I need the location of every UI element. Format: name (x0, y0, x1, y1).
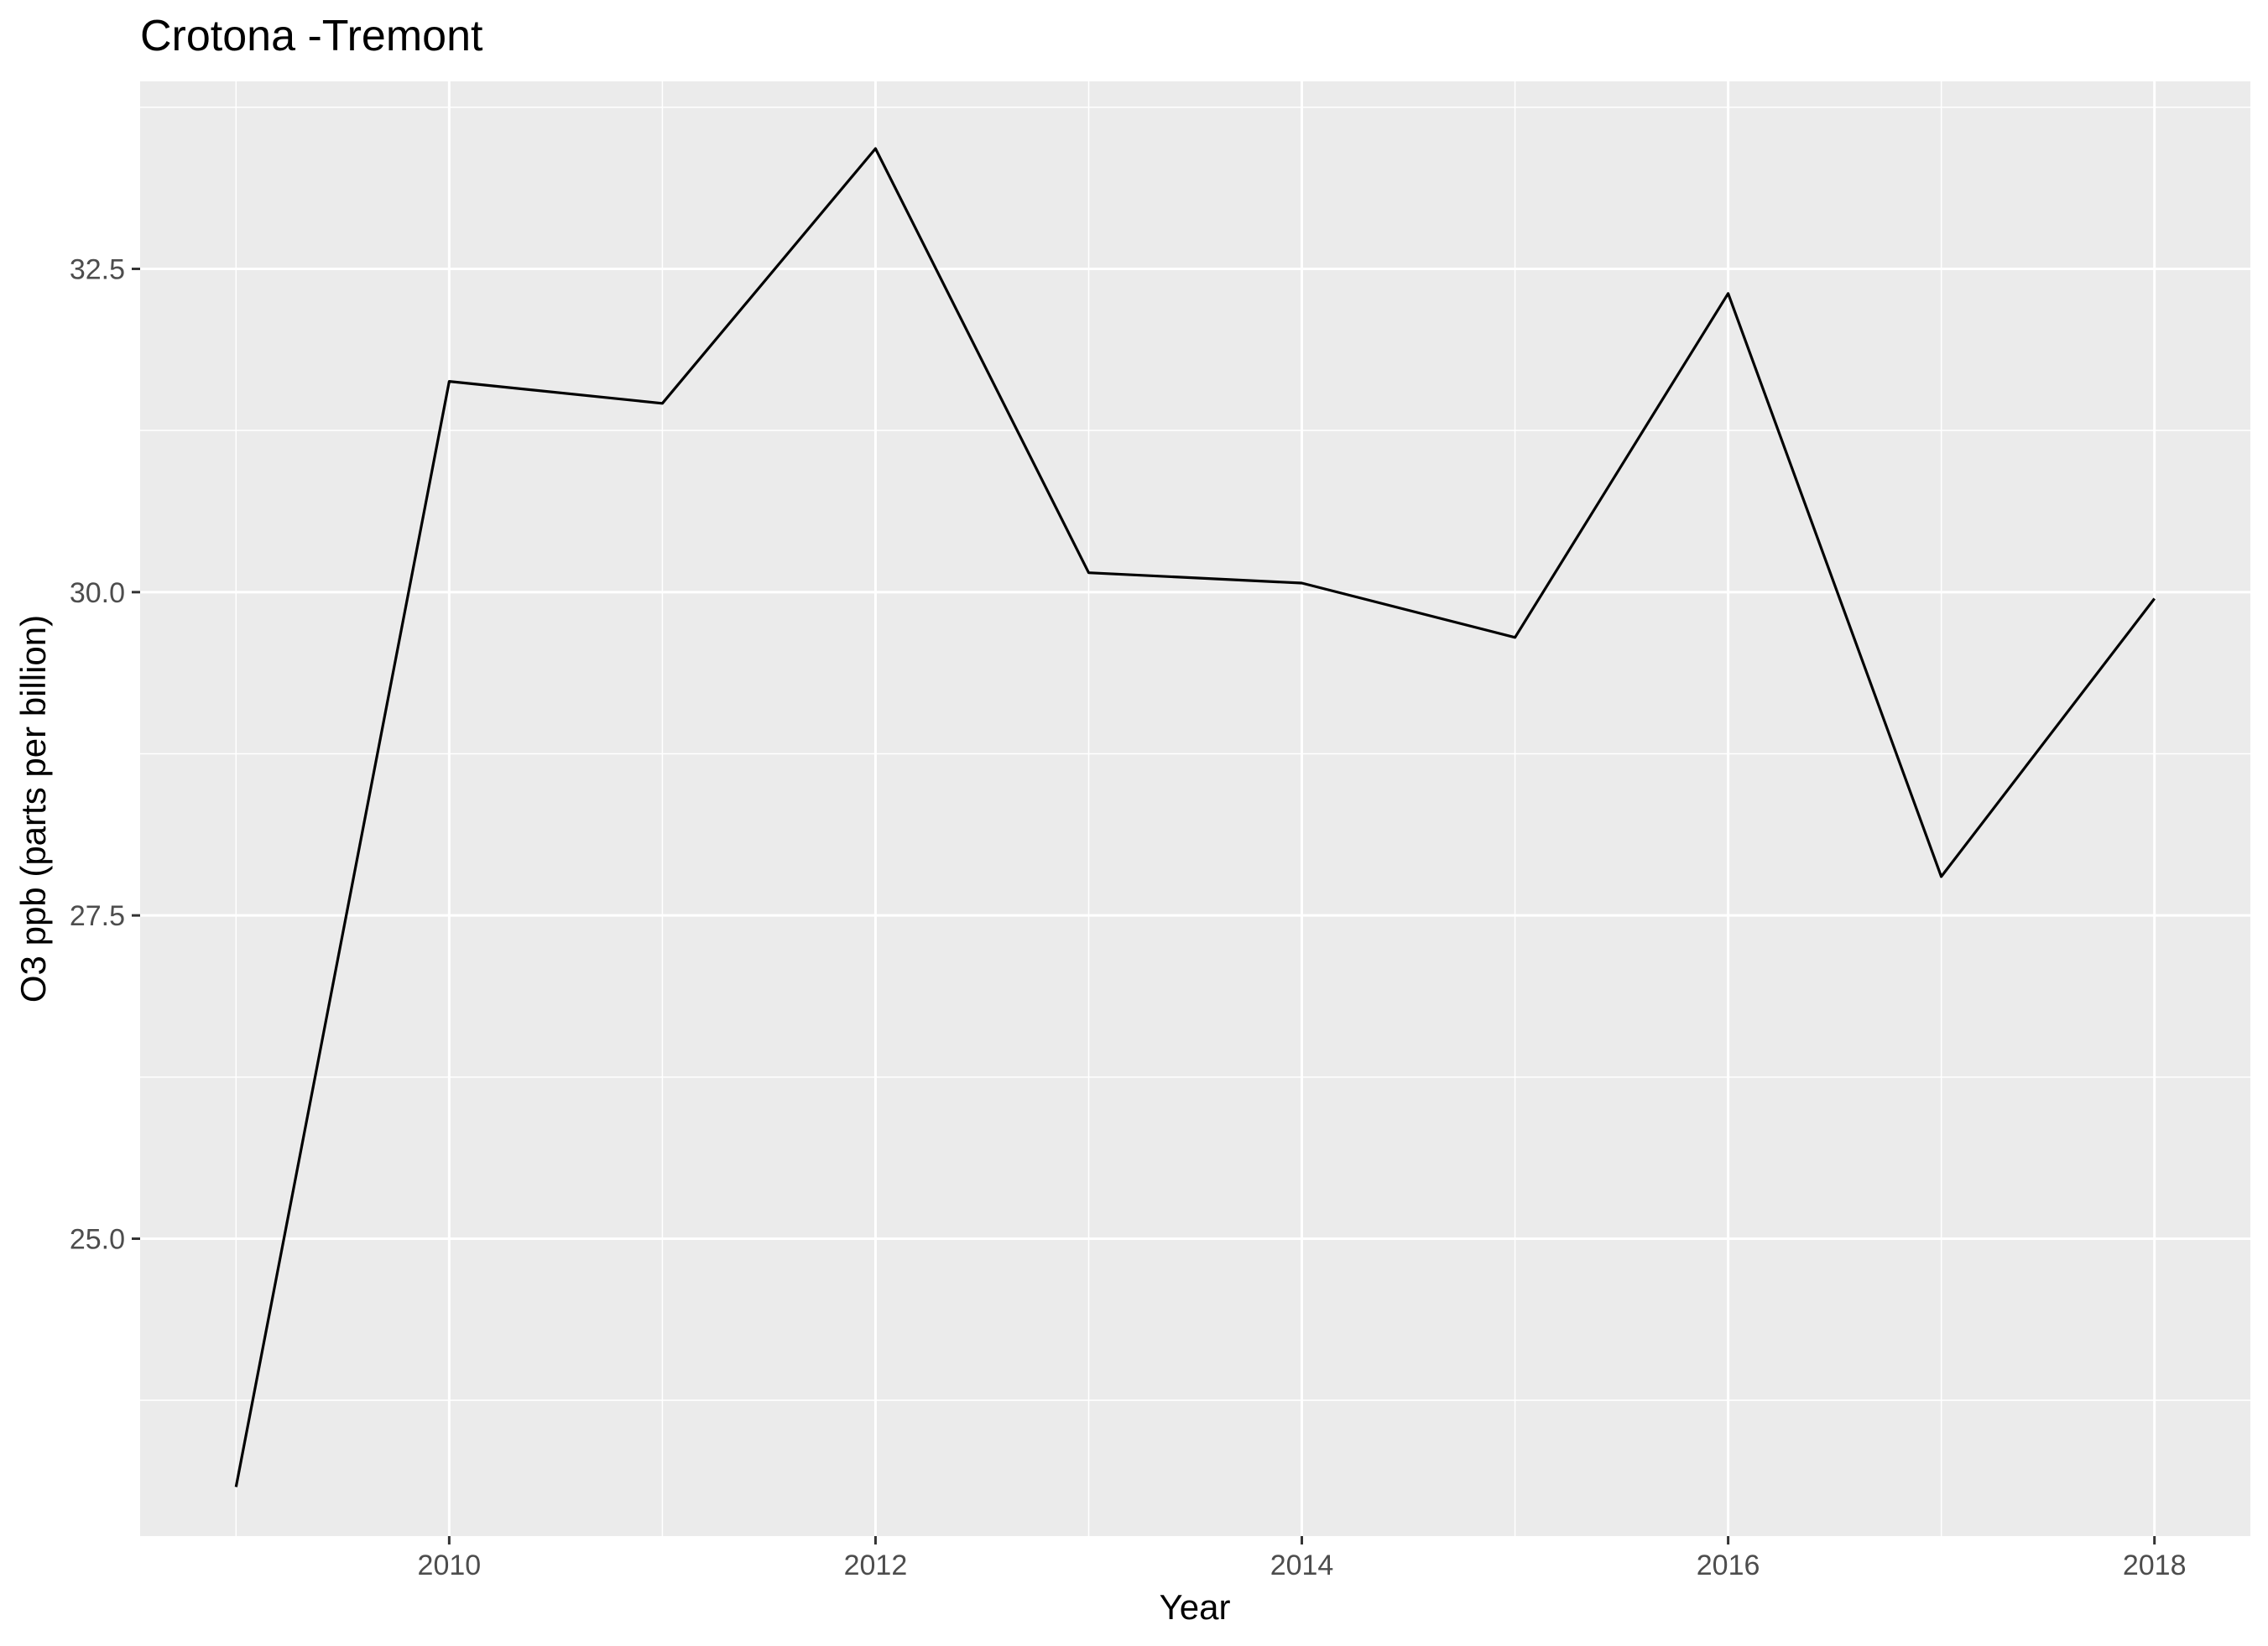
x-axis-tick-labels: 2010 2012 2014 2016 2018 (418, 1550, 2187, 1581)
x-axis-ticks (447, 1536, 2156, 1544)
series-layer (234, 147, 2156, 1487)
y-axis-ticks (132, 267, 140, 1240)
x-tick-label: 2014 (1270, 1550, 1334, 1581)
y-tick-label: 32.5 (70, 253, 125, 285)
y-tick-label: 27.5 (70, 900, 125, 932)
x-tick-label: 2012 (844, 1550, 908, 1581)
chart-title: Crotona -Tremont (140, 12, 483, 60)
x-axis-title: Year (1160, 1587, 1231, 1627)
series-line (234, 147, 2156, 1487)
y-tick-label: 25.0 (70, 1223, 125, 1255)
x-tick-label: 2018 (2123, 1550, 2187, 1581)
plot-panel (140, 81, 2250, 1536)
y-axis-tick-labels: 25.0 27.5 30.0 32.5 (70, 253, 125, 1255)
y-tick-label: 30.0 (70, 577, 125, 609)
y-axis-title: O3 ppb (parts per billion) (13, 615, 53, 1003)
x-tick-label: 2010 (418, 1550, 482, 1581)
major-grid (140, 81, 2250, 1536)
minor-grid (140, 81, 2250, 1536)
x-tick-label: 2016 (1697, 1550, 1760, 1581)
